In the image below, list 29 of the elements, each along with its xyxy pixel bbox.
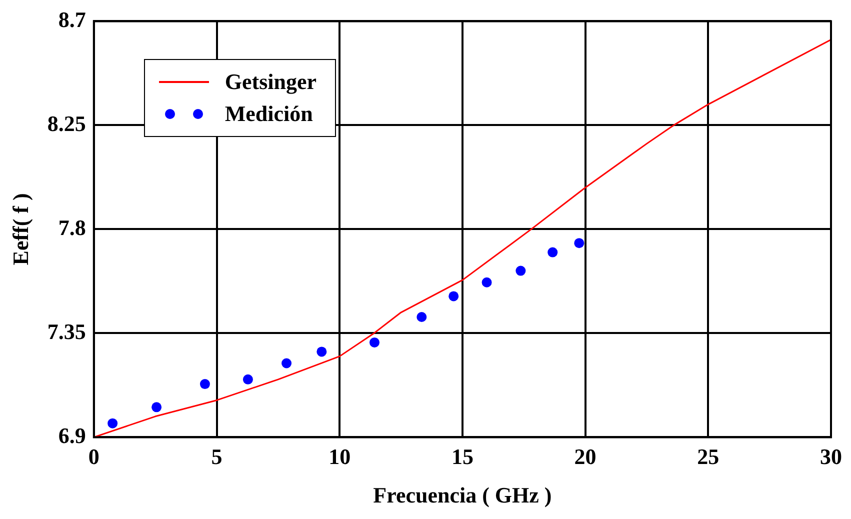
x-tick-label: 25 [697,444,720,470]
y-axis-title: Eeff( f ) [8,193,33,266]
point [448,291,459,302]
point [548,247,558,258]
point [574,238,584,248]
y-tick-label: 8.7 [58,6,86,32]
legend-label: Medición [224,101,313,128]
y-tick-label: 6.9 [58,422,86,448]
x-axis-title: Frecuencia ( GHz ) [373,482,552,508]
point [516,266,526,276]
x-tick-label: 0 [88,444,100,470]
x-tick-label: 20 [574,444,596,470]
y-tick-label: 8.25 [47,110,86,136]
point [316,346,327,357]
x-tick-label: 30 [820,444,842,470]
y-tick-label: 7.8 [58,214,86,240]
x-tick-label: 5 [211,444,222,470]
y-tick-label: 7.35 [47,318,86,344]
point [416,312,427,322]
x-tick-label: 15 [451,444,474,470]
point [369,337,380,348]
point [242,374,253,384]
point [152,402,162,412]
legend-label: Getsinger [224,69,317,96]
point [482,277,492,288]
point [200,379,210,390]
x-tick-label: 10 [328,444,351,470]
point [282,358,292,368]
point [108,418,118,428]
